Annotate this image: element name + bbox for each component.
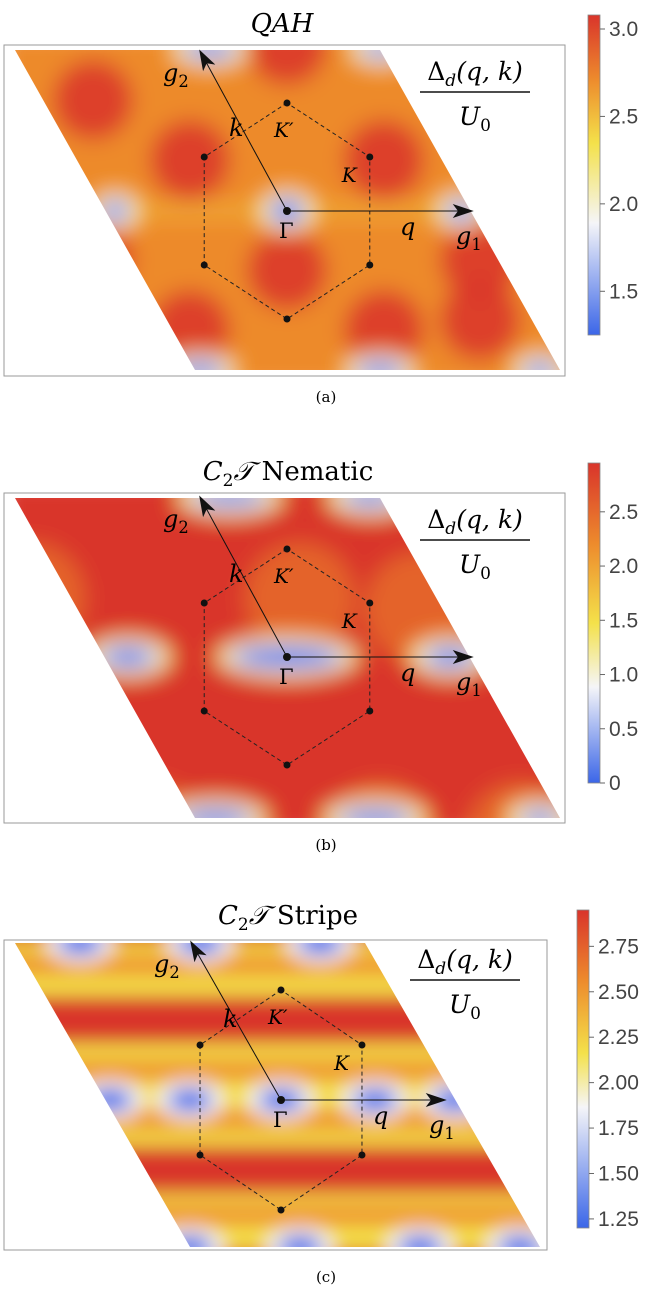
g1-label: g1 [429, 1111, 455, 1143]
zone-vertex-point [196, 1151, 204, 1159]
colorbar-tick-label: 1.5 [609, 280, 638, 303]
zone-vertex-point [277, 986, 285, 994]
zlabel-denominator: U0 [449, 990, 481, 1024]
zone-vertex-point [283, 99, 291, 107]
zlabel-numerator: Δd(q, k) [427, 57, 523, 91]
g1-label: g1 [456, 222, 482, 254]
zlabel-numerator: Δd(q, k) [427, 505, 523, 539]
g2-label: g2 [163, 59, 189, 91]
chart-title: C2𝒯 Stripe [218, 901, 358, 935]
gamma-label: Γ [273, 1108, 288, 1132]
zone-vertex-point [196, 1041, 204, 1049]
colorbar-tick-label: 3.0 [609, 18, 638, 41]
zone-vertex-point [358, 1041, 366, 1049]
colorbar-tick-label: 1.0 [609, 664, 638, 687]
heatmap-figure: g2 g1 k q Γ K K′ Δd(q, k) U0 C2𝒯 Stripe (c) 1.25 1.5… [3, 901, 639, 1286]
g2-vector-arrow [199, 49, 288, 212]
figure-caption: (b) [315, 836, 336, 854]
heatmap-region [15, 498, 560, 818]
colorbar-tick-label: 2.5 [609, 501, 638, 524]
heatmap-region [15, 943, 540, 1247]
colorbar-tick-label: 0.5 [609, 718, 638, 741]
g2-vector-arrow [199, 495, 288, 658]
k-axis-label: k [229, 560, 244, 588]
zone-vertex-point [283, 761, 291, 769]
heatmap-region [15, 50, 560, 370]
k-point-label: K [341, 163, 358, 187]
k-point-label: K [333, 1051, 350, 1075]
colorbar-tick-label: 2.75 [598, 935, 639, 958]
zone-vertex-point [283, 545, 291, 553]
q-axis-label: q [400, 659, 415, 687]
q-axis-label: q [373, 1102, 388, 1130]
zone-vertex-point [366, 261, 374, 269]
zone-vertex-point [283, 315, 291, 323]
panel-qah: g2 g1 k q Γ K K′ Δd(q, k) U0 QAH (a) 1.5 2.0 2.5 3.0 [0, 0, 653, 434]
colorbar-tick-label: 2.5 [609, 105, 638, 128]
zone-vertex-point [277, 1206, 285, 1214]
panel-stripe: g2 g1 k q Γ K K′ Δd(q, k) U0 C2𝒯 Stripe (c) 1.25 1.5… [0, 868, 653, 1302]
colorbar-tick-label: 2.0 [609, 555, 638, 578]
gamma-label: Γ [279, 665, 294, 689]
figure-caption: (c) [316, 1268, 336, 1286]
k-axis-label: k [229, 114, 244, 142]
zone-vertex-point [366, 599, 374, 607]
colorbar-tick-label: 1.50 [598, 1162, 639, 1185]
colorbar [587, 14, 601, 336]
colorbar-tick-label: 2.50 [598, 981, 639, 1004]
chart-title: QAH [251, 9, 315, 39]
q-axis-label: q [400, 213, 415, 241]
zone-vertex-point [366, 707, 374, 715]
colorbar-tick-label: 1.5 [609, 609, 638, 632]
panel-nematic: g2 g1 k q Γ K K′ Δd(q, k) U0 C2𝒯 Nematic (b) 0 0.5 1.… [0, 434, 653, 868]
zone-vertex-point [200, 261, 208, 269]
g2-label: g2 [163, 505, 189, 537]
colorbar [576, 909, 590, 1229]
colorbar-tick-label: 1.75 [598, 1117, 639, 1140]
gamma-label: Γ [279, 219, 294, 243]
plot-frame [3, 939, 548, 1251]
zone-vertex-point [358, 1151, 366, 1159]
colorbar-tick-label: 2.0 [609, 193, 638, 216]
k-point-label: K [341, 609, 358, 633]
k-prime-point-label: K′ [267, 1005, 288, 1029]
plot-frame [3, 492, 566, 824]
zone-vertex-point [200, 599, 208, 607]
g2-label: g2 [154, 950, 180, 982]
g1-label: g1 [456, 668, 482, 700]
zone-vertex-point [200, 153, 208, 161]
zone-vertex-point [200, 707, 208, 715]
zone-vertex-point [366, 153, 374, 161]
plot-frame [3, 44, 566, 377]
zlabel-denominator: U0 [459, 102, 491, 136]
colorbar-tick-label: 2.25 [598, 1026, 639, 1049]
heatmap-figure: g2 g1 k q Γ K K′ Δd(q, k) U0 C2𝒯 Nematic (b) 0 0.5 1.… [3, 457, 638, 854]
colorbar [587, 462, 601, 784]
colorbar-tick-label: 1.25 [598, 1208, 639, 1231]
colorbar-tick-label: 2.00 [598, 1072, 639, 1095]
heatmap-figure: g2 g1 k q Γ K K′ Δd(q, k) U0 QAH (a) 1.5 2.0 2.5 3.0 [3, 9, 638, 406]
zlabel-denominator: U0 [459, 550, 491, 584]
k-prime-point-label: K′ [273, 564, 294, 588]
chart-title: C2𝒯 Nematic [203, 457, 374, 491]
g2-vector-arrow [190, 940, 282, 1101]
figure-caption: (a) [316, 388, 337, 406]
k-axis-label: k [223, 1005, 238, 1033]
k-prime-point-label: K′ [273, 118, 294, 142]
colorbar-tick-label: 0 [609, 772, 621, 795]
zlabel-numerator: Δd(q, k) [417, 945, 513, 979]
